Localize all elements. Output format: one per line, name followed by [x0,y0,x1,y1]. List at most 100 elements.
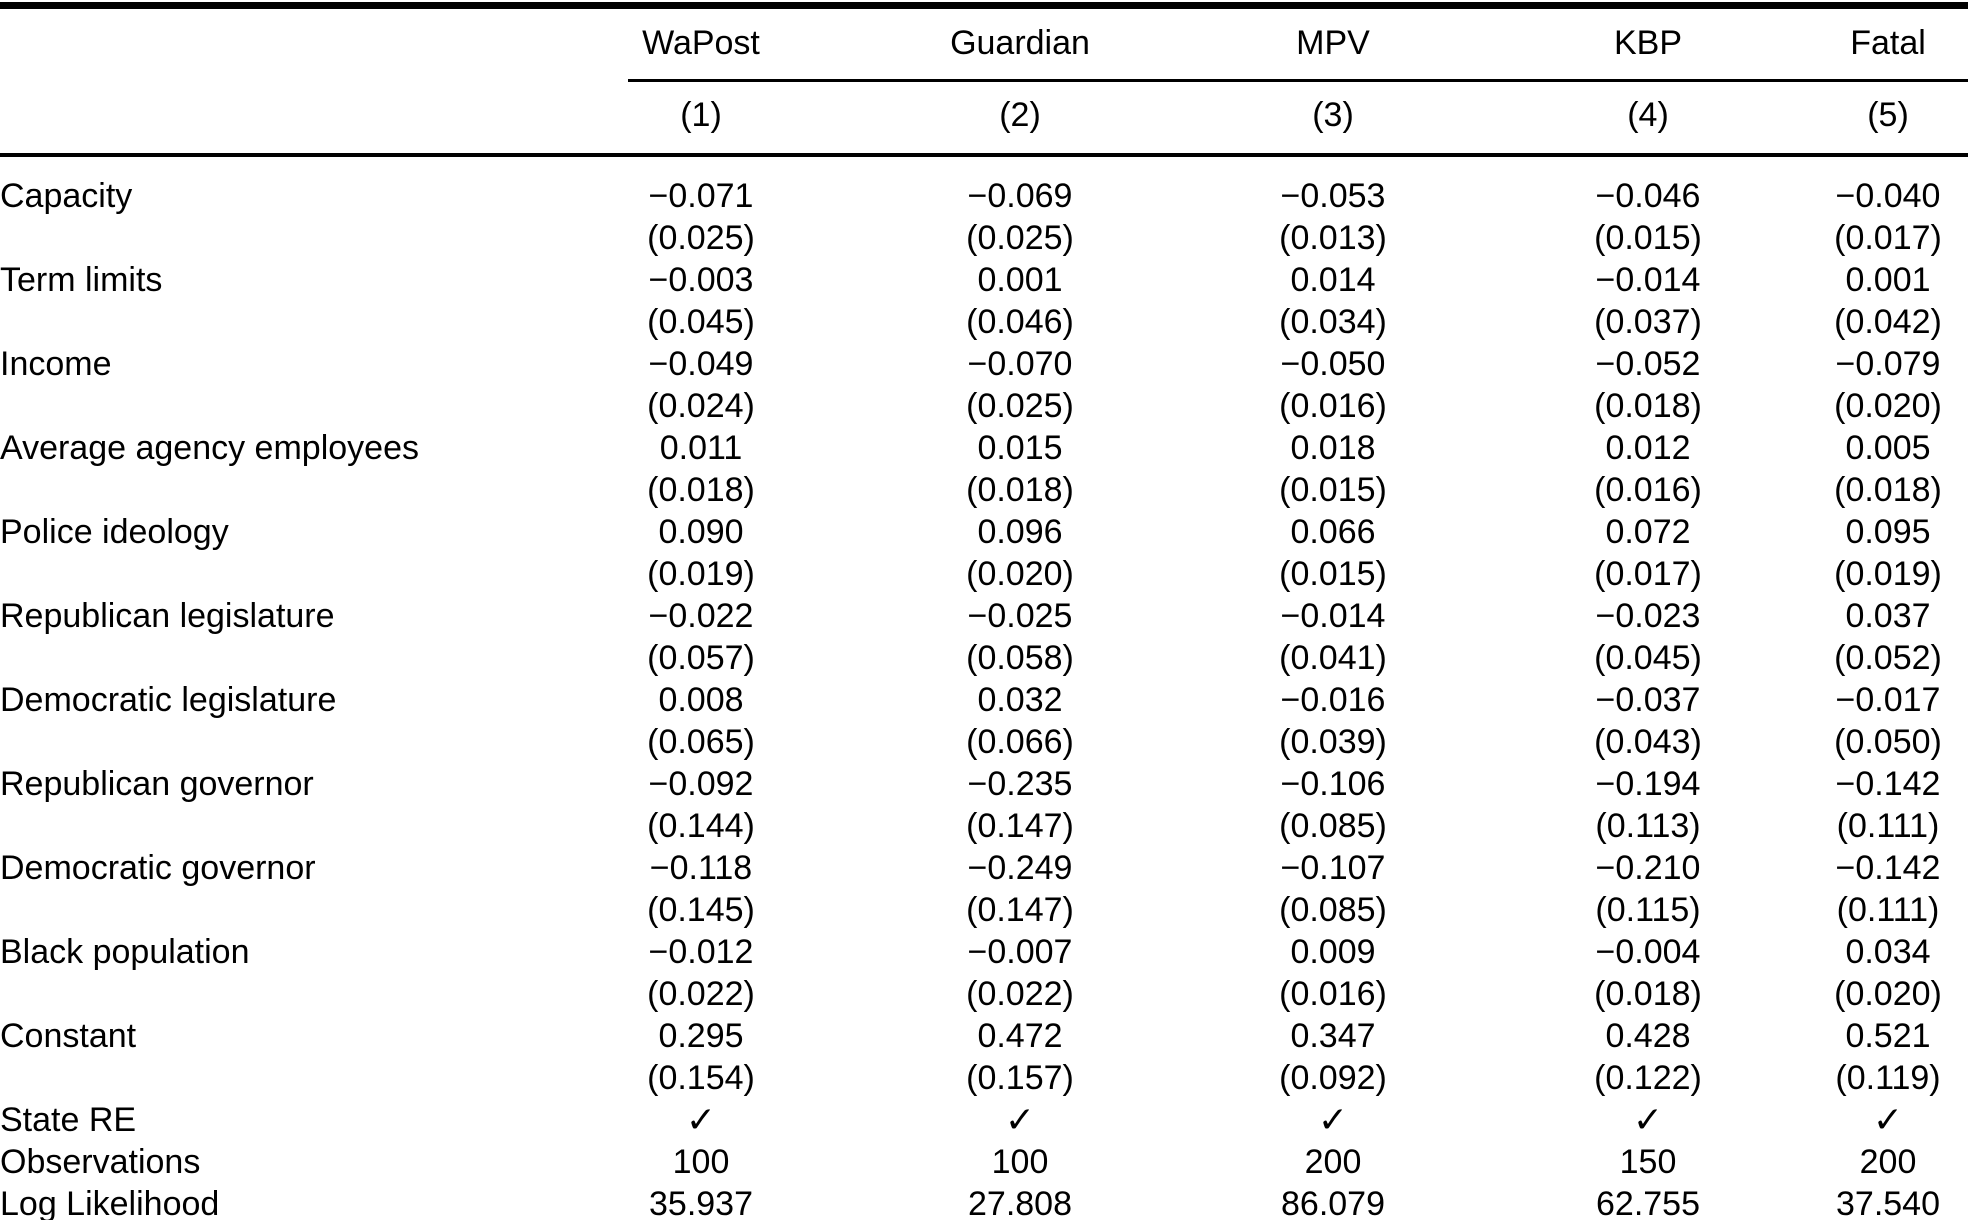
estimate-cell: 0.096 [977,512,1063,551]
std-error-cell: (0.066) [966,722,1074,761]
std-error-cell: (0.085) [1279,806,1387,845]
estimate-cell: 0.032 [977,680,1063,719]
estimate-cell: −0.210 [1595,848,1701,887]
estimate-cell: −0.070 [967,344,1073,383]
std-error-cell: (0.016) [1279,974,1387,1013]
coefficient-row: Average agency employees 0.011 0.015 0.018 0… [0,427,1968,469]
summary-row: Observations 100 100 200 150 200 [0,1141,1968,1183]
table-header: WaPost Guardian MPV KBP Fatal (1) (2) (3… [0,9,1968,157]
estimate-cell: 0.009 [1290,932,1376,971]
estimate-cell: −0.040 [1835,176,1941,215]
estimate-cell: −0.142 [1835,764,1941,803]
column-number: (2) [862,77,1178,157]
column-header: Fatal [1850,23,1926,62]
std-error-cell: (0.019) [1834,554,1942,593]
estimate-cell: 0.066 [1290,512,1376,551]
std-error-cell: (0.065) [647,722,755,761]
column-header: Guardian [950,23,1090,62]
summary-value-cell: 86.079 [1281,1184,1385,1220]
summary-value-cell: 35.937 [649,1184,753,1220]
spacer-row [0,155,1968,175]
std-error-cell: (0.025) [647,218,755,257]
coefficient-row: Income −0.049 −0.070 −0.050 −0.052 −0.079 [0,343,1968,385]
row-label-empty [0,217,540,259]
estimate-cell: 0.034 [1845,932,1931,971]
std-error-cell: (0.015) [1279,470,1387,509]
summary-value-cell: 27.808 [968,1184,1072,1220]
checkmark-icon: ✓ [1872,1099,1904,1140]
top-rule [0,2,1968,9]
std-error-row: (0.065) (0.066) (0.039) (0.043) (0.050) [0,721,1968,763]
summary-row: Log Likelihood 35.937 27.808 86.079 62.755 37… [0,1183,1968,1220]
estimate-cell: −0.023 [1595,596,1701,635]
summary-row-label: Log Likelihood [0,1184,220,1220]
summary-value-cell: 200 [1859,1142,1917,1181]
std-error-cell: (0.041) [1279,638,1387,677]
std-error-cell: (0.013) [1279,218,1387,257]
coefficient-row: Police ideology 0.090 0.096 0.066 0.072 0.095 [0,511,1968,553]
row-label: Income [0,344,112,383]
estimate-cell: −0.107 [1280,848,1386,887]
std-error-cell: (0.145) [647,890,755,929]
estimate-cell: 0.347 [1290,1016,1376,1055]
estimate-cell: −0.014 [1280,596,1386,635]
estimate-cell: −0.050 [1280,344,1386,383]
estimate-cell: −0.049 [648,344,754,383]
row-label: Average agency employees [0,428,419,467]
estimate-cell: −0.194 [1595,764,1701,803]
column-header: MPV [1296,23,1370,62]
std-error-cell: (0.092) [1279,1058,1387,1097]
std-error-cell: (0.115) [1595,890,1701,929]
summary-value-cell: 100 [672,1142,730,1181]
estimate-cell: −0.069 [967,176,1073,215]
estimate-cell: 0.295 [658,1016,744,1055]
estimate-cell: 0.015 [977,428,1063,467]
std-error-cell: (0.022) [966,974,1074,1013]
std-error-cell: (0.050) [1834,722,1942,761]
estimate-cell: −0.025 [967,596,1073,635]
column-number: (5) [1808,77,1968,157]
model-name-row: WaPost Guardian MPV KBP Fatal [0,9,1968,77]
estimate-cell: 0.005 [1845,428,1931,467]
summary-row-label: Observations [0,1142,201,1181]
estimate-cell: −0.071 [648,176,754,215]
estimate-cell: 0.011 [659,428,743,467]
header-underline-rule [628,79,1968,82]
std-error-cell: (0.016) [1594,470,1702,509]
std-error-cell: (0.020) [1834,386,1942,425]
row-label-empty [0,553,540,595]
std-error-cell: (0.045) [647,302,755,341]
summary-row-label: State RE [0,1100,137,1139]
std-error-cell: (0.042) [1834,302,1942,341]
coefficient-row: Democratic governor −0.118 −0.249 −0.107 −0.… [0,847,1968,889]
estimate-cell: 0.018 [1290,428,1376,467]
coefficient-row: Democratic legislature 0.008 0.032 −0.016 −0… [0,679,1968,721]
row-label: Constant [0,1016,137,1055]
std-error-cell: (0.017) [1834,218,1942,257]
estimate-cell: −0.016 [1280,680,1386,719]
estimate-cell: −0.004 [1595,932,1701,971]
std-error-cell: (0.043) [1594,722,1702,761]
std-error-cell: (0.058) [966,638,1074,677]
estimate-cell: 0.095 [1845,512,1931,551]
row-label-empty [0,973,540,1015]
estimate-cell: −0.007 [967,932,1073,971]
std-error-cell: (0.111) [1836,890,1940,929]
estimate-cell: 0.521 [1845,1016,1931,1055]
row-label: Police ideology [0,512,229,551]
coefficient-row: Republican governor −0.092 −0.235 −0.106 −0.… [0,763,1968,805]
std-error-cell: (0.113) [1595,806,1701,845]
stub-head [0,77,540,157]
std-error-row: (0.154) (0.157) (0.092) (0.122) (0.119) [0,1057,1968,1099]
std-error-row: (0.025) (0.025) (0.013) (0.015) (0.017) [0,217,1968,259]
std-error-cell: (0.039) [1279,722,1387,761]
std-error-cell: (0.046) [966,302,1074,341]
summary-value-cell: 62.755 [1596,1184,1700,1220]
std-error-cell: (0.018) [1594,974,1702,1013]
summary-row: State RE ✓ ✓ ✓ ✓ ✓ [0,1099,1968,1141]
coefficient-row: Term limits −0.003 0.001 0.014 −0.014 0.001 [0,259,1968,301]
std-error-cell: (0.018) [1834,470,1942,509]
std-error-cell: (0.147) [966,890,1074,929]
row-label: Black population [0,932,250,971]
std-error-cell: (0.016) [1279,386,1387,425]
